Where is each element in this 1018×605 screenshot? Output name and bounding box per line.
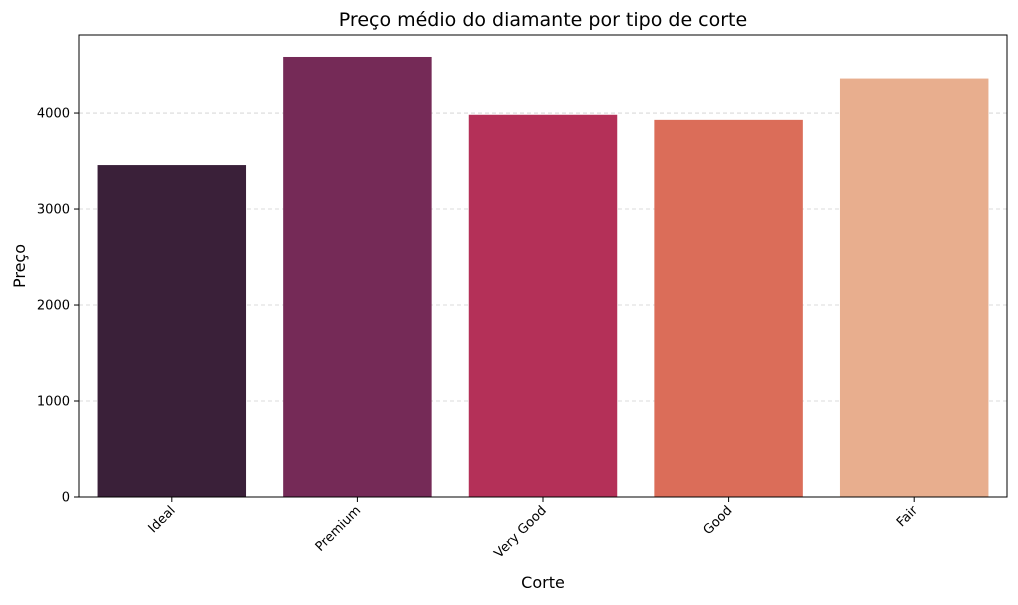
x-tick-label: Good (701, 503, 736, 538)
x-tick-label: Ideal (146, 503, 179, 536)
x-tick-label: Very Good (492, 503, 550, 561)
bar-good (654, 119, 803, 497)
x-axis-ticks: Ideal Premium Very Good Good Fair (146, 497, 921, 561)
chart-title: Preço médio do diamante por tipo de cort… (339, 9, 747, 31)
y-axis-label: Preço (10, 244, 29, 288)
y-tick-label: 1000 (37, 395, 70, 410)
bar-very-good (468, 114, 618, 498)
y-tick-label: 3000 (37, 203, 70, 218)
y-tick-label: 0 (62, 491, 70, 506)
x-tick-label: Premium (313, 503, 365, 555)
x-axis-label: Corte (521, 573, 565, 592)
bar-ideal (97, 165, 247, 498)
y-tick-label: 2000 (37, 299, 70, 314)
y-tick-label: 4000 (37, 107, 70, 122)
x-tick-label: Fair (894, 503, 921, 530)
bar-premium (283, 56, 432, 497)
y-axis-ticks: 0 1000 2000 3000 4000 (37, 107, 79, 506)
bar-fair (839, 78, 989, 498)
bars (97, 56, 989, 498)
